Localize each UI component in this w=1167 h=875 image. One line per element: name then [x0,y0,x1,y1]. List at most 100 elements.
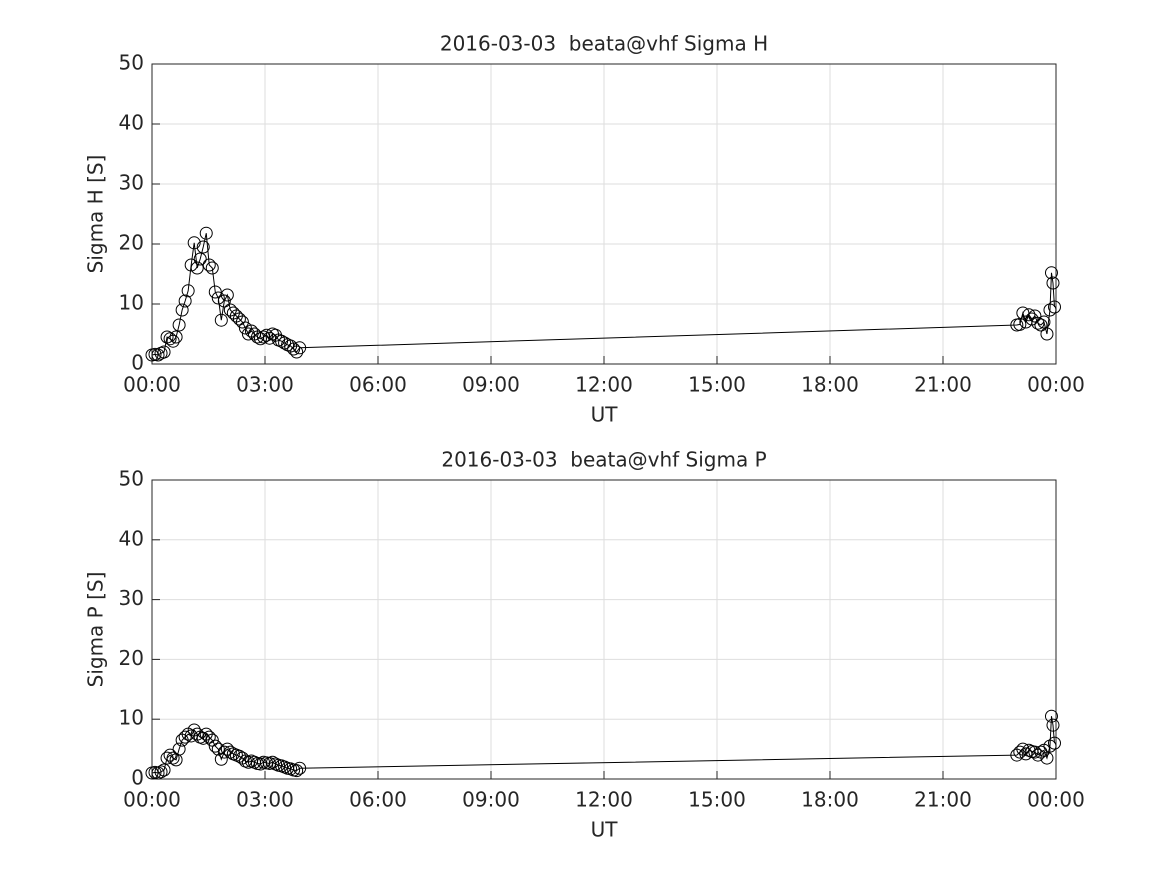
data-point [1016,306,1030,320]
x-tick-label: 00:00 [1027,373,1085,397]
data-point [154,765,168,779]
axes-box [151,479,1057,780]
data-point [208,285,222,299]
y-tick-label: 10 [119,706,144,730]
y-tick-label: 30 [119,171,144,195]
y-tick-label: 40 [119,526,144,550]
data-point [1034,318,1048,332]
x-tick-label: 12:00 [575,788,633,812]
data-point [202,730,216,744]
data-point [166,751,180,765]
data-point [172,742,186,756]
x-tick-label: 03:00 [236,788,294,812]
data-point [172,318,186,332]
data-point [166,334,180,348]
data-point [157,763,171,777]
data-point [214,313,228,327]
data-point [263,331,277,345]
data-point [293,761,307,775]
data-point [278,336,292,350]
data-point [217,745,231,759]
x-tick-label: 09:00 [462,788,520,812]
data-point [290,345,304,359]
data-point [1046,718,1060,732]
data-point [163,332,177,346]
y-tick-label: 40 [119,111,144,135]
data-point [290,764,304,778]
data-point [169,330,183,344]
axes-box [151,63,1057,365]
x-tick-label: 15:00 [688,788,746,812]
data-point [202,258,216,272]
x-tick-label: 00:00 [1027,788,1085,812]
chart-title: 2016-03-03 beata@vhf Sigma P [441,448,766,472]
data-point [223,745,237,759]
data-point [196,731,210,745]
data-point [175,303,189,317]
x-tick-label: 00:00 [123,788,181,812]
y-tick-label: 0 [131,766,144,790]
x-tick-label: 06:00 [349,788,407,812]
data-point [1044,709,1058,723]
x-tick-label: 18:00 [801,788,859,812]
data-point [187,236,201,250]
x-axis-label: UT [591,403,619,427]
data-point [205,733,219,747]
data-point [211,291,225,305]
x-tick-label: 21:00 [914,788,972,812]
data-point [190,261,204,275]
data-point [241,327,255,341]
chart-title: 2016-03-03 beata@vhf Sigma H [440,32,768,56]
data-point [1047,736,1061,750]
y-axis-label: Sigma H [S] [84,155,108,274]
data-point [199,226,213,240]
data-point [1022,308,1036,322]
data-point [1044,266,1058,280]
x-tick-label: 00:00 [123,373,181,397]
data-point [151,348,165,362]
data-point [293,341,307,355]
y-tick-label: 50 [119,467,144,491]
data-point [220,288,234,302]
data-point [160,751,174,765]
data-point [205,261,219,275]
data-point [181,284,195,298]
data-point [193,252,207,266]
data-point [214,752,228,766]
data-point [1037,315,1051,329]
data-point [178,294,192,308]
y-tick-label: 10 [119,291,144,315]
data-point [184,258,198,272]
x-tick-label: 15:00 [688,373,746,397]
data-point [238,321,252,335]
y-axis-label: Sigma P [S] [84,572,108,688]
y-tick-label: 0 [131,351,144,375]
y-tick-label: 20 [119,646,144,670]
data-point [157,345,171,359]
x-tick-label: 06:00 [349,373,407,397]
data-point [217,294,231,308]
x-axis-label: UT [591,818,619,842]
data-point [178,730,192,744]
data-point [1040,327,1054,341]
data-point [1047,300,1061,314]
data-point [287,342,301,356]
y-tick-label: 30 [119,586,144,610]
x-tick-label: 18:00 [801,373,859,397]
y-tick-label: 50 [119,51,144,75]
y-tick-label: 20 [119,231,144,255]
data-point [1040,751,1054,765]
data-point [1028,745,1042,759]
data-point [232,312,246,326]
data-point [235,315,249,329]
data-point [1046,276,1060,290]
x-tick-label: 21:00 [914,373,972,397]
data-point [1043,739,1057,753]
data-point [1031,316,1045,330]
data-point [196,240,210,254]
data-point [1028,309,1042,323]
data-point [266,755,280,769]
data-point [1043,303,1057,317]
data-point [184,729,198,743]
